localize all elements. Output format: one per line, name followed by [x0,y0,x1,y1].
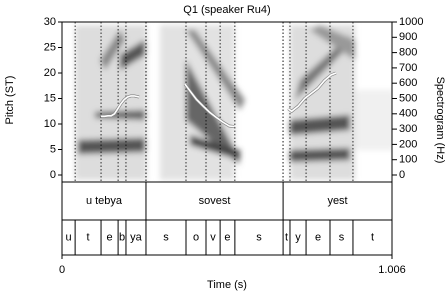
y-axis-label: Pitch (ST) [4,76,16,125]
tier-label: e [224,231,230,243]
tier-label: y [295,231,301,243]
y2-tick-label: 700 [399,62,417,74]
tier-label: b [119,231,125,243]
y2-tick-label: 0 [399,169,405,181]
chart: Q1 (speaker Ru4) Time (s) Pitch (ST) Spe… [0,0,448,298]
y-tick-label: 30 [44,16,56,28]
tier-label: u [65,231,71,243]
y-tick-label: 15 [44,92,56,104]
x-tick-label: 1.006 [378,264,406,276]
y2-tick-label: 500 [399,92,417,104]
x-tick-label: 0 [59,264,65,276]
y2-tick-label: 400 [399,108,417,120]
tier-label: t [371,231,374,243]
y2-tick-label: 200 [399,138,417,150]
tier-label: t [87,231,90,243]
tier-label: v [210,231,216,243]
tier-label: s [339,231,345,243]
tier-label: yest [327,195,347,207]
tier-label: e [107,231,113,243]
y-tick-label: 0 [50,169,56,181]
y2-tick-label: 800 [399,47,417,59]
tier-label: sovest [199,195,231,207]
tier-label: t [285,231,288,243]
tier-label: e [315,231,321,243]
y2-tick-label: 100 [399,154,417,166]
x-axis-label: Time (s) [207,279,247,291]
tier-label: ya [130,231,143,243]
y-tick-label: 20 [44,67,56,79]
y-tick-label: 10 [44,118,56,130]
y2-tick-label: 300 [399,123,417,135]
y2-tick-label: 1000 [399,16,423,28]
y-tick-label: 5 [50,143,56,155]
tier-label: o [193,231,199,243]
y2-tick-label: 900 [399,31,417,43]
tier-label: u tebya [86,195,123,207]
tier-label: s [256,231,262,243]
y2-tick-label: 600 [399,77,417,89]
y2-axis-label: Spectrogram (Hz) [434,77,446,164]
tier-label: s [163,231,169,243]
y-tick-label: 25 [44,41,56,53]
chart-title: Q1 (speaker Ru4) [183,4,270,16]
